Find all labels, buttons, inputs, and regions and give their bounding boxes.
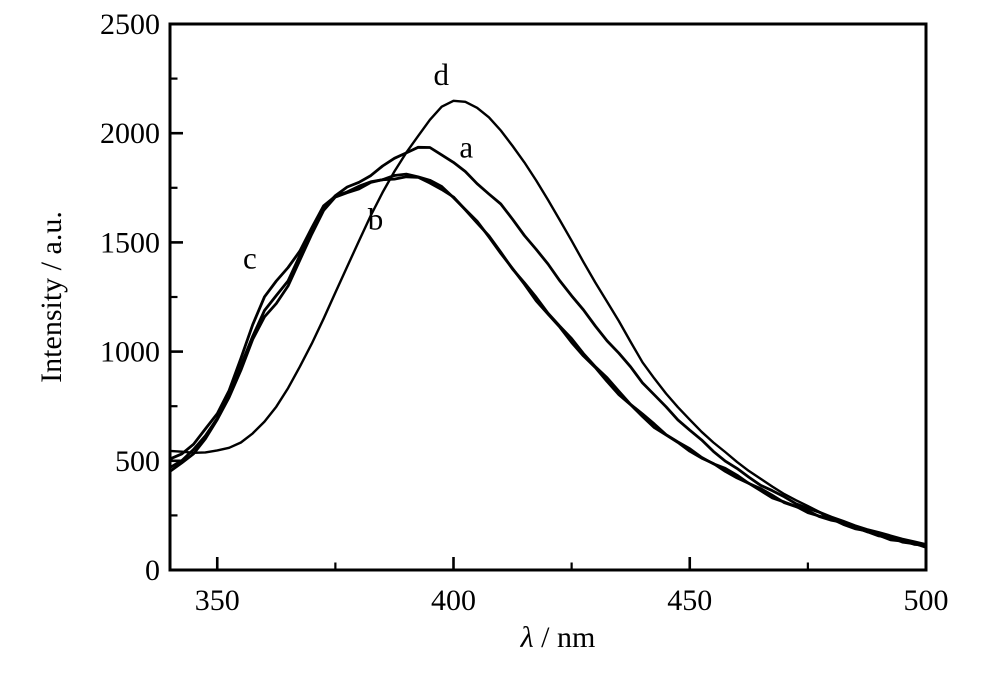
y-axis-title-text: Intensity / a.u. [35,211,68,383]
y-tick-label: 2500 [100,8,160,41]
x-tick-label: 500 [904,584,949,617]
x-axis-unit-text: / nm [533,621,596,654]
x-tick-label: 350 [195,584,240,617]
x-tick-label: 450 [667,584,712,617]
y-tick-label: 1500 [100,226,160,259]
curve-b [168,175,928,547]
curve-c [168,172,928,549]
x-axis-lambda-symbol: λ [520,621,534,654]
y-axis-title: Intensity / a.u. [1,211,103,413]
curve-label-a: a [459,129,473,164]
curve-label-b: b [368,201,384,236]
x-axis-title: λ / nm [491,587,596,688]
y-tick-label: 1000 [100,336,160,369]
curve-d [168,99,928,546]
y-tick-label: 2000 [100,117,160,150]
y-tick-label: 0 [145,554,160,587]
curve-a [168,145,928,547]
curve-label-c: c [243,241,257,276]
plot-frame [168,22,928,572]
y-tick-label: 500 [115,445,160,478]
curve-label-d: d [433,57,449,92]
x-tick-label: 400 [431,584,476,617]
